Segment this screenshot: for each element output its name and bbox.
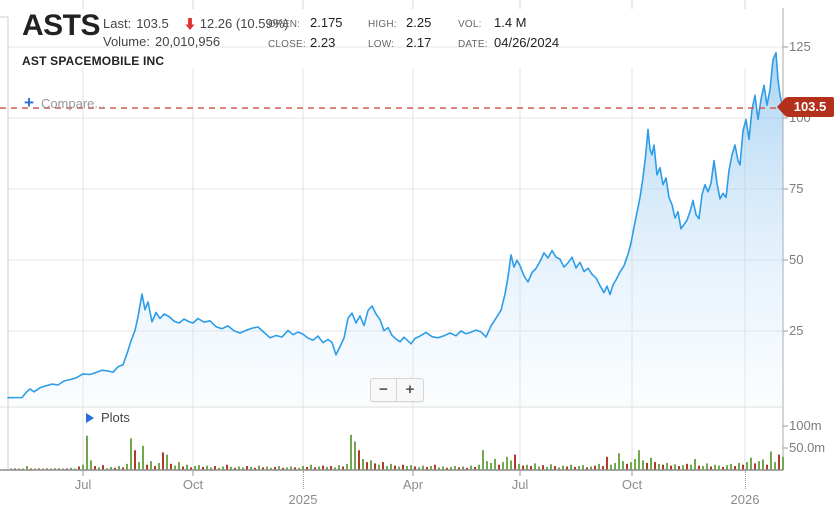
volume-bars: [10, 434, 784, 470]
volume-value: 20,010,956: [154, 34, 221, 49]
change-value: 12.26 (10.59%): [199, 16, 289, 31]
ticker-symbol: ASTS: [22, 9, 101, 42]
x-axis-month-label: Oct: [621, 477, 643, 492]
company-name: AST SPACEMOBILE INC: [22, 54, 165, 68]
price-axis-label: 50: [789, 252, 804, 267]
high-value: 2.25: [406, 15, 432, 30]
plus-icon: +: [24, 93, 34, 112]
quote-block: Last: 103.5 12.26 (10.59%) Volume: 20,01…: [103, 15, 289, 51]
compare-label: Compare...: [40, 95, 106, 111]
stats-open-close: OPEN: 2.175 CLOSE: 2.23: [268, 14, 343, 54]
close-label: CLOSE:: [268, 39, 306, 50]
axis-ticks: [82, 46, 788, 476]
year-tick: [303, 471, 304, 489]
stats-high-low: HIGH: 2.25 LOW: 2.17: [368, 14, 431, 54]
plots-label: Plots: [101, 410, 130, 425]
x-axis-month-label: Jul: [511, 477, 529, 492]
vol-label: VOL:: [458, 19, 482, 30]
stats-vol-date: VOL: 1.4 M DATE: 04/26/2024: [458, 14, 559, 54]
volume-axis-label: 50.0m: [789, 440, 826, 455]
price-axis-label: 125: [789, 39, 811, 54]
vol-value: 1.4 M: [494, 15, 527, 30]
triangle-right-icon: [86, 412, 94, 423]
zoom-controls: − +: [370, 378, 424, 402]
price-axis-label: 75: [789, 181, 804, 196]
zoom-in-button[interactable]: +: [397, 379, 423, 401]
tag-arrow-icon: [777, 97, 786, 117]
high-label: HIGH:: [368, 19, 397, 30]
x-axis-month-label: Jul: [74, 477, 92, 492]
price-axis-label: 25: [789, 323, 804, 338]
last-label: Last:: [103, 16, 132, 31]
last-value: 103.5: [136, 16, 169, 31]
last-price-tag: 103.5: [777, 97, 834, 117]
year-tick: [745, 471, 746, 489]
close-value: 2.23: [310, 35, 336, 50]
zoom-out-button[interactable]: −: [371, 379, 397, 401]
x-axis-month-label: Apr: [402, 477, 424, 492]
date-value: 04/26/2024: [494, 35, 560, 50]
plots-toggle[interactable]: Plots: [86, 410, 130, 425]
low-value: 2.17: [406, 35, 432, 50]
volume-label: Volume:: [103, 34, 150, 49]
low-label: LOW:: [368, 39, 395, 50]
last-price-tag-value: 103.5: [793, 99, 827, 114]
x-axis-year-label: 2026: [730, 492, 760, 507]
x-axis-year-label: 2025: [288, 492, 318, 507]
volume-axis-label: 100m: [789, 418, 822, 433]
compare-button[interactable]: + Compare...: [24, 93, 106, 112]
price-series: [7, 51, 784, 406]
date-label: DATE:: [458, 39, 488, 50]
change-down-arrow-icon: [185, 18, 195, 30]
x-axis-month-label: Oct: [182, 477, 204, 492]
open-label: OPEN:: [268, 19, 301, 30]
open-value: 2.175: [310, 15, 343, 30]
